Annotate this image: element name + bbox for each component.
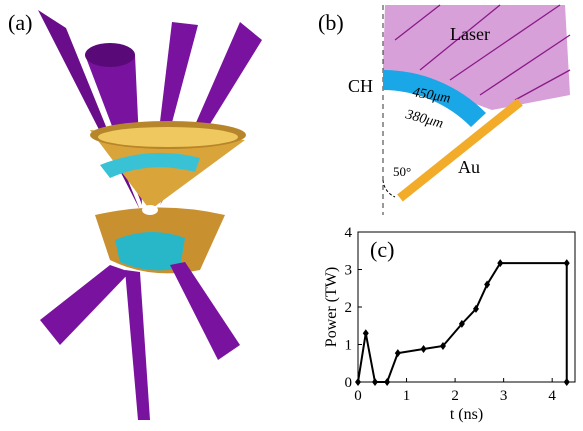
x-tick-label: 4 (548, 388, 556, 404)
laser-cone (125, 270, 150, 420)
marker (497, 259, 504, 268)
laser-beam (383, 5, 570, 110)
angle-arc (382, 179, 396, 198)
label: CH (348, 76, 373, 96)
panel-label: (b) (318, 10, 344, 35)
cone-top (85, 43, 135, 67)
laser-rays (394, 4, 571, 101)
y-tick-label: 2 (345, 300, 353, 316)
label: Au (458, 157, 480, 177)
panel-label: (a) (8, 10, 32, 35)
panel-a: (a) (8, 10, 262, 420)
marker (563, 378, 570, 386)
y-tick-label: 3 (345, 263, 353, 279)
x-tick-label: 0 (354, 388, 362, 404)
shell (100, 152, 200, 178)
label: 450μm (411, 85, 451, 106)
marker (472, 304, 479, 313)
marker (384, 378, 391, 386)
label: 50° (393, 164, 411, 179)
label: 380μm (403, 107, 445, 132)
laser-cone (170, 262, 240, 360)
marker (394, 349, 401, 358)
marker (362, 329, 369, 338)
gold-inner (98, 127, 238, 147)
gold-cone (90, 130, 245, 210)
panel-label: (c) (370, 237, 394, 262)
marker (458, 319, 465, 328)
x-axis-label: t (ns) (450, 406, 483, 423)
label: Laser (450, 24, 490, 44)
y-tick-label: 4 (345, 225, 353, 241)
ch-shell (383, 70, 486, 127)
au-plate (397, 98, 523, 202)
marker (484, 280, 491, 289)
panel-c: 0 1 2 3 4 0 1 2 3 4 t (ns) Power (TW) (c) (323, 225, 576, 423)
target (142, 205, 158, 215)
panel-b: (b) Laser CH 450μm 380μm Au 50° (318, 4, 571, 215)
marker (439, 342, 446, 350)
marker (420, 345, 427, 353)
x-tick-label: 1 (403, 388, 411, 404)
shell (115, 231, 185, 271)
marker (371, 378, 378, 386)
y-tick-label: 0 (345, 375, 353, 391)
marker (563, 259, 570, 268)
laser-cone (40, 265, 130, 345)
y-axis-label: Power (TW) (323, 267, 340, 347)
x-tick-label: 2 (451, 388, 459, 404)
x-tick-label: 3 (500, 388, 508, 404)
marker (355, 378, 361, 386)
y-tick-label: 1 (345, 338, 353, 354)
